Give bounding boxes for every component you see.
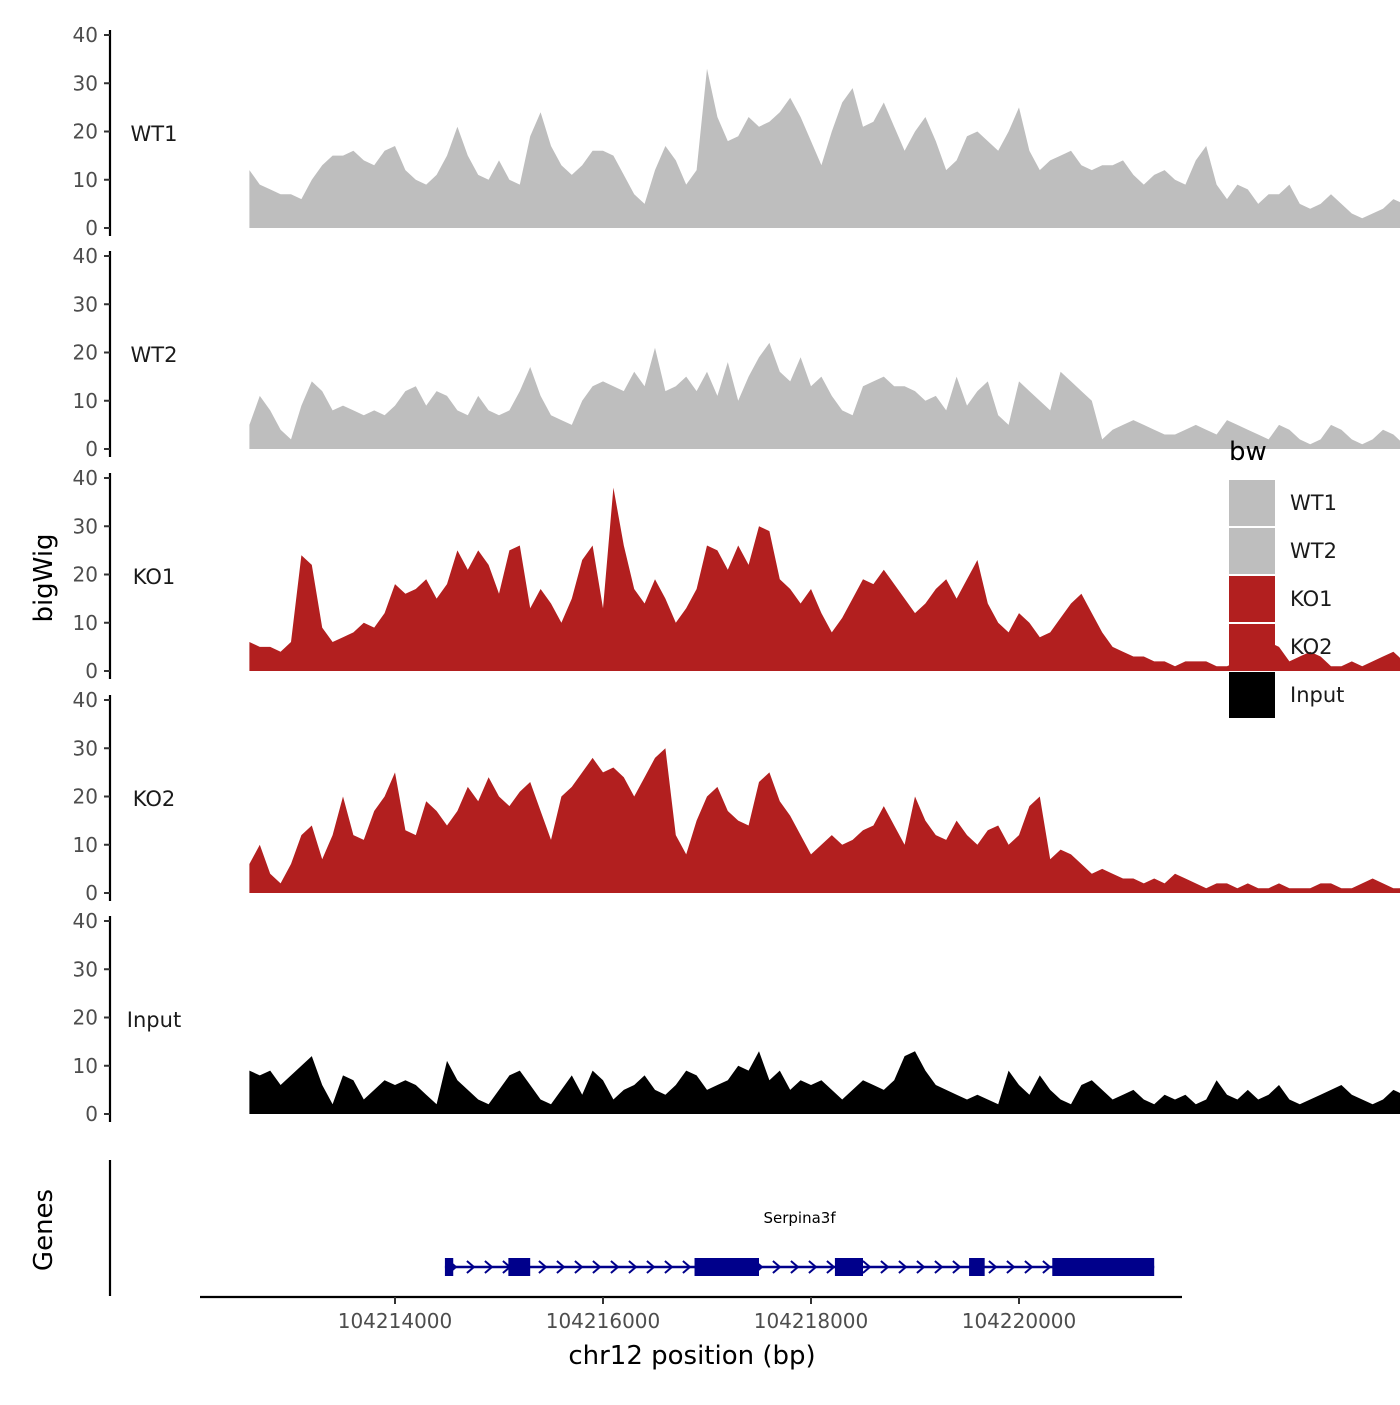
strand-arrow xyxy=(790,1260,800,1274)
legend-label-wt2: WT2 xyxy=(1290,539,1337,563)
y-tick-label-wt1-30: 30 xyxy=(73,71,98,95)
y-tick-label-input-30: 30 xyxy=(73,957,98,981)
legend-swatch-input xyxy=(1229,672,1275,718)
y-tick-label-wt2-40: 40 xyxy=(73,244,98,268)
y-tick-label-ko1-30: 30 xyxy=(73,514,98,538)
strand-arrow xyxy=(466,1260,476,1274)
track-label-input: Input xyxy=(127,1008,181,1032)
x-tick-label-104214000: 104214000 xyxy=(338,1309,453,1333)
y-tick-label-wt2-0: 0 xyxy=(85,437,98,461)
exon-2 xyxy=(508,1258,531,1276)
coverage-area-input xyxy=(249,1051,1400,1114)
strand-arrow xyxy=(934,1260,944,1274)
track-wt2: 0 10 20 30 40 WT2 xyxy=(73,244,1400,461)
genes-track-title: Genes xyxy=(29,1189,59,1271)
track-label-ko1: KO1 xyxy=(133,565,176,589)
y-tick-label-input-0: 0 xyxy=(85,1102,98,1126)
y-tick-label-wt1-0: 0 xyxy=(85,216,98,240)
track-wt1: 0 10 20 30 40 WT1 xyxy=(73,23,1400,240)
y-tick-label-ko2-20: 20 xyxy=(73,785,98,809)
strand-arrow xyxy=(682,1260,692,1274)
strand-arrow xyxy=(916,1260,926,1274)
strand-arrow xyxy=(880,1260,890,1274)
gene-serpina3f: Serpina3f xyxy=(108,1160,1155,1296)
legend-swatch-wt1 xyxy=(1229,480,1275,526)
strand-arrow xyxy=(574,1260,584,1274)
strand-arrow xyxy=(1042,1260,1052,1274)
strand-arrow xyxy=(628,1260,638,1274)
strand-arrow xyxy=(538,1260,548,1274)
legend-swatch-ko2 xyxy=(1229,624,1275,670)
y-tick-label-wt1-10: 10 xyxy=(73,168,98,192)
legend: bw WT1 WT2 KO1 KO2 Input xyxy=(1229,437,1344,718)
y-tick-label-wt2-20: 20 xyxy=(73,341,98,365)
coverage-area-ko1 xyxy=(249,487,1400,671)
y-tick-label-ko1-0: 0 xyxy=(85,659,98,683)
strand-arrow xyxy=(952,1260,962,1274)
y-tick-label-wt2-30: 30 xyxy=(73,292,98,316)
strand-arrow xyxy=(556,1260,566,1274)
x-tick-label-104218000: 104218000 xyxy=(754,1309,869,1333)
y-tick-label-wt1-20: 20 xyxy=(73,120,98,144)
strand-arrow xyxy=(664,1260,674,1274)
y-tick-label-input-40: 40 xyxy=(73,909,98,933)
y-tick-label-ko1-40: 40 xyxy=(73,466,98,490)
x-tick-label-104216000: 104216000 xyxy=(546,1309,661,1333)
track-label-wt2: WT2 xyxy=(131,343,178,367)
strand-arrow xyxy=(1024,1260,1034,1274)
strand-arrow xyxy=(862,1260,872,1274)
legend-title: bw xyxy=(1229,437,1267,467)
y-tick-label-input-20: 20 xyxy=(73,1006,98,1030)
y-tick-label-input-10: 10 xyxy=(73,1054,98,1078)
x-axis-title: chr12 position (bp) xyxy=(568,1341,815,1371)
exon-1 xyxy=(444,1258,454,1276)
gene-name-label: Serpina3f xyxy=(763,1209,836,1227)
y-tick-label-ko2-30: 30 xyxy=(73,736,98,760)
strand-arrow xyxy=(592,1260,602,1274)
coverage-area-ko2 xyxy=(249,748,1400,893)
strand-arrow xyxy=(1006,1260,1016,1274)
coverage-area-wt1 xyxy=(249,68,1400,228)
track-input: 0 10 20 30 40 Input xyxy=(73,909,1400,1126)
track-label-ko2: KO2 xyxy=(133,787,176,811)
legend-swatch-wt2 xyxy=(1229,528,1275,574)
exon-3 xyxy=(694,1258,759,1276)
track-ko2: 0 10 20 30 40 KO2 xyxy=(73,688,1400,905)
legend-label-ko2: KO2 xyxy=(1290,635,1333,659)
legend-swatch-ko1 xyxy=(1229,576,1275,622)
strand-arrow xyxy=(826,1260,836,1274)
x-tick-label-104220000: 104220000 xyxy=(962,1309,1077,1333)
track-ko1: 0 10 20 30 40 KO1 xyxy=(73,466,1400,683)
exon-5 xyxy=(969,1258,985,1276)
strand-arrow xyxy=(988,1260,998,1274)
track-label-wt1: WT1 xyxy=(131,122,178,146)
y-axis-title: bigWig xyxy=(29,533,59,622)
strand-arrow xyxy=(808,1260,818,1274)
legend-label-wt1: WT1 xyxy=(1290,491,1337,515)
exon-6 xyxy=(1052,1258,1155,1276)
y-tick-label-wt2-10: 10 xyxy=(73,389,98,413)
y-tick-label-ko2-40: 40 xyxy=(73,688,98,712)
legend-label-input: Input xyxy=(1290,683,1344,707)
y-tick-label-ko2-0: 0 xyxy=(85,881,98,905)
coverage-area-wt2 xyxy=(249,342,1400,449)
y-tick-label-ko1-10: 10 xyxy=(73,611,98,635)
strand-arrow xyxy=(898,1260,908,1274)
y-tick-label-ko2-10: 10 xyxy=(73,833,98,857)
y-tick-label-ko1-20: 20 xyxy=(73,563,98,587)
y-tick-label-wt1-40: 40 xyxy=(73,23,98,47)
exon-4 xyxy=(834,1258,863,1276)
strand-arrow xyxy=(646,1260,656,1274)
strand-arrow xyxy=(772,1260,782,1274)
strand-arrow xyxy=(610,1260,620,1274)
legend-label-ko1: KO1 xyxy=(1290,587,1333,611)
strand-arrow xyxy=(484,1260,494,1274)
x-axis: 104214000 104216000 104218000 104220000 xyxy=(200,1295,1182,1333)
